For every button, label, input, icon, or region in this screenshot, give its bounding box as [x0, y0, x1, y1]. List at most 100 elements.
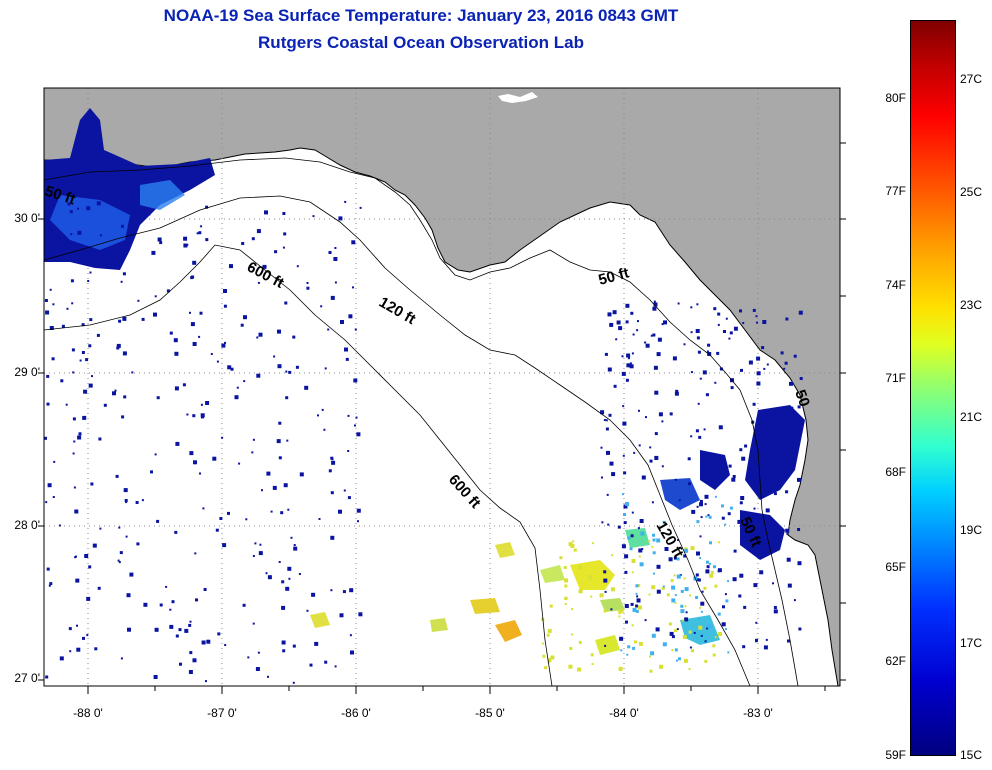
speckle: [733, 326, 738, 331]
speckle: [340, 320, 344, 324]
speckle: [591, 542, 594, 545]
speckle: [169, 624, 174, 629]
speckle: [765, 508, 770, 513]
speckle: [186, 413, 189, 416]
speckle: [212, 456, 217, 461]
speckle: [259, 543, 262, 546]
speckle: [622, 405, 625, 408]
speckle: [635, 584, 639, 588]
speckle: [577, 667, 582, 672]
speckle: [549, 604, 553, 608]
speckle: [755, 640, 758, 643]
speckle: [52, 496, 55, 498]
speckle: [669, 412, 673, 416]
speckle: [52, 303, 55, 306]
speckle: [787, 583, 792, 588]
speckle: [728, 337, 731, 340]
speckle: [637, 527, 640, 530]
speckle: [717, 612, 721, 616]
speckle: [773, 609, 778, 614]
speckle: [797, 477, 801, 482]
speckle: [785, 317, 789, 321]
speckle: [609, 322, 614, 327]
speckle: [83, 389, 88, 394]
speckle: [206, 639, 211, 644]
speckle: [343, 489, 346, 492]
speckle: [644, 619, 647, 622]
speckle: [590, 653, 594, 657]
speckle: [198, 335, 201, 338]
speckle: [786, 557, 791, 562]
speckle: [651, 501, 654, 504]
speckle: [704, 640, 707, 643]
speckle: [281, 605, 286, 610]
speckle: [799, 377, 803, 380]
speckle: [658, 412, 663, 417]
speckle: [154, 453, 157, 456]
speckle: [616, 320, 621, 325]
speckle: [639, 562, 644, 567]
speckle: [656, 538, 661, 543]
speckle: [702, 370, 707, 375]
speckle: [662, 585, 665, 588]
speckle: [334, 247, 337, 249]
speckle: [205, 238, 209, 242]
speckle: [571, 633, 574, 636]
speckle: [49, 288, 52, 291]
speckle: [150, 470, 153, 474]
speckle: [58, 524, 61, 527]
speckle: [717, 312, 721, 316]
speckle: [236, 386, 239, 389]
speckle: [151, 250, 156, 255]
speckle: [696, 551, 700, 556]
speckle: [784, 361, 788, 365]
speckle: [227, 365, 232, 370]
speckle: [88, 344, 92, 348]
speckle: [683, 554, 687, 558]
speckle: [756, 321, 758, 324]
speckle: [118, 526, 121, 529]
speckle: [261, 489, 263, 492]
speckle: [564, 596, 568, 600]
speckle: [118, 319, 122, 323]
speckle: [676, 659, 678, 662]
speckle: [725, 317, 728, 320]
speckle: [741, 456, 746, 461]
speckle: [165, 585, 168, 588]
speckle: [654, 390, 659, 395]
speckle: [738, 594, 742, 598]
speckle: [280, 511, 284, 515]
speckle: [86, 596, 91, 601]
speckle: [661, 420, 664, 423]
speckle: [706, 350, 709, 353]
speckle: [624, 570, 628, 574]
speckle: [753, 532, 756, 535]
speckle: [759, 570, 764, 575]
speckle: [758, 520, 763, 525]
speckle: [696, 336, 700, 340]
speckle: [148, 213, 151, 216]
speckle: [98, 437, 102, 441]
speckle: [798, 310, 803, 315]
speckle: [299, 472, 304, 477]
speckle: [314, 641, 319, 646]
speckle: [125, 501, 128, 504]
speckle: [542, 654, 546, 658]
speckle: [191, 275, 195, 279]
speckle: [92, 543, 97, 548]
speckle: [654, 455, 659, 460]
lon-label-85: -85 0': [475, 706, 505, 720]
speckle: [684, 617, 689, 622]
speckle: [351, 240, 356, 245]
colorbar-c-19: 19C: [960, 523, 983, 537]
speckle: [234, 395, 239, 400]
speckle: [627, 357, 630, 360]
speckle: [635, 604, 639, 608]
speckle: [608, 413, 612, 417]
speckle: [266, 471, 271, 476]
speckle: [701, 590, 704, 593]
speckle: [286, 439, 289, 442]
speckle: [611, 554, 614, 557]
speckle: [742, 645, 746, 649]
